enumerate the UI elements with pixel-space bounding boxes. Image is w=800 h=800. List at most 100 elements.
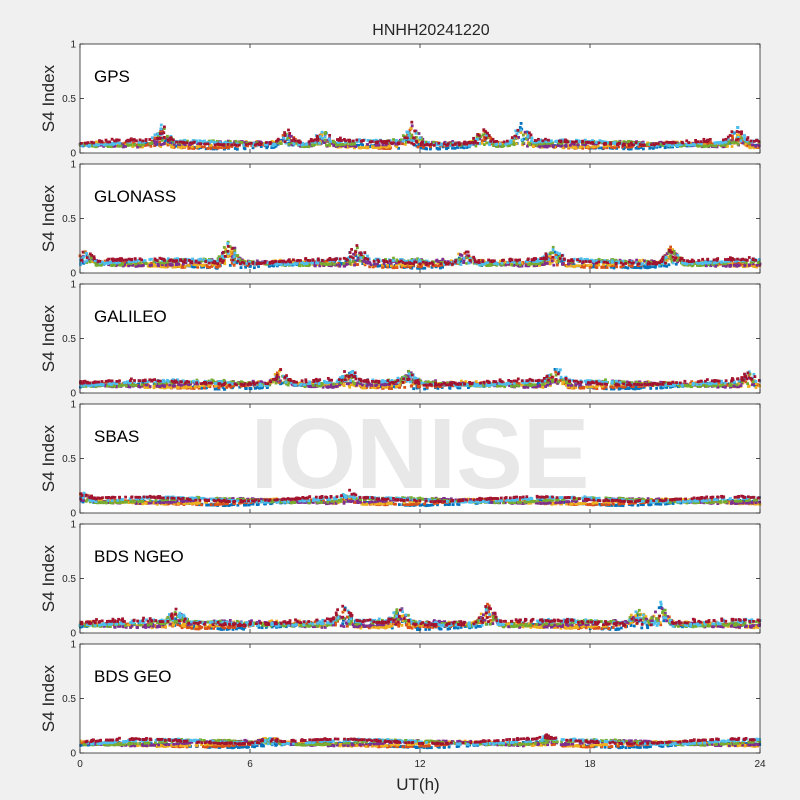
data-point bbox=[638, 259, 641, 262]
data-point bbox=[481, 259, 485, 262]
data-point bbox=[160, 139, 164, 142]
data-point bbox=[554, 370, 558, 374]
data-point bbox=[202, 263, 206, 267]
data-point bbox=[602, 146, 606, 150]
data-point bbox=[683, 263, 686, 267]
data-point bbox=[274, 260, 278, 263]
data-point bbox=[614, 261, 618, 265]
data-point bbox=[661, 257, 664, 261]
data-point bbox=[489, 139, 493, 143]
data-point bbox=[163, 125, 166, 129]
data-point bbox=[537, 259, 540, 263]
data-point bbox=[200, 140, 204, 143]
data-point bbox=[532, 140, 535, 144]
data-point bbox=[287, 128, 290, 132]
data-point bbox=[598, 139, 602, 142]
data-point bbox=[744, 260, 747, 264]
data-point bbox=[420, 137, 423, 141]
data-point bbox=[695, 264, 699, 267]
data-point bbox=[594, 260, 597, 263]
data-point bbox=[677, 256, 681, 260]
data-point bbox=[281, 134, 285, 137]
data-point bbox=[239, 266, 243, 269]
data-point bbox=[582, 260, 585, 264]
data-point bbox=[340, 262, 343, 265]
data-point bbox=[597, 263, 601, 267]
data-point bbox=[685, 139, 689, 143]
data-point bbox=[363, 251, 367, 254]
data-point bbox=[667, 263, 671, 267]
data-point bbox=[416, 257, 419, 261]
data-point bbox=[124, 145, 127, 148]
data-point bbox=[473, 141, 476, 144]
data-point bbox=[382, 265, 385, 269]
data-point bbox=[551, 143, 555, 147]
data-point bbox=[194, 139, 198, 143]
data-point bbox=[96, 263, 100, 267]
data-point bbox=[740, 132, 743, 136]
data-point bbox=[342, 261, 346, 265]
data-point bbox=[754, 145, 758, 148]
data-point bbox=[417, 132, 421, 135]
data-point bbox=[446, 143, 449, 147]
data-point bbox=[376, 258, 380, 262]
data-point bbox=[198, 139, 202, 143]
data-point bbox=[384, 145, 387, 148]
data-point bbox=[688, 143, 692, 147]
data-point bbox=[752, 146, 756, 150]
data-point bbox=[284, 262, 288, 266]
data-point bbox=[451, 140, 455, 143]
data-point bbox=[728, 141, 732, 145]
data-point bbox=[545, 141, 549, 145]
data-point bbox=[696, 140, 700, 144]
data-point bbox=[369, 145, 373, 149]
data-point bbox=[93, 261, 97, 264]
data-point bbox=[177, 145, 180, 149]
data-point bbox=[83, 260, 87, 264]
data-point bbox=[508, 259, 512, 263]
data-point bbox=[621, 264, 625, 268]
data-point bbox=[219, 146, 223, 149]
data-point bbox=[166, 134, 169, 138]
data-point bbox=[238, 143, 241, 147]
data-point bbox=[170, 383, 173, 387]
data-point bbox=[551, 248, 555, 251]
data-point bbox=[632, 143, 635, 147]
data-point bbox=[212, 146, 216, 150]
data-point bbox=[445, 262, 448, 266]
data-point bbox=[468, 257, 472, 260]
data-point bbox=[320, 258, 324, 262]
data-point bbox=[561, 262, 565, 265]
data-point bbox=[507, 262, 510, 266]
data-point bbox=[356, 140, 359, 144]
data-point bbox=[265, 143, 269, 146]
data-point bbox=[316, 141, 320, 144]
data-point bbox=[349, 255, 352, 259]
data-point bbox=[690, 260, 694, 263]
data-point bbox=[541, 139, 545, 143]
data-point bbox=[676, 253, 680, 257]
data-point bbox=[103, 262, 106, 265]
data-point bbox=[583, 265, 586, 269]
data-point bbox=[602, 144, 606, 148]
data-point bbox=[157, 264, 160, 268]
data-point bbox=[91, 260, 94, 263]
data-point bbox=[207, 261, 211, 265]
data-point bbox=[556, 139, 559, 143]
data-point bbox=[97, 141, 101, 145]
data-point bbox=[701, 257, 704, 261]
data-point bbox=[335, 143, 338, 147]
data-point bbox=[384, 143, 388, 147]
data-point bbox=[363, 263, 367, 267]
data-point bbox=[724, 258, 727, 261]
data-point bbox=[586, 264, 590, 267]
data-point bbox=[484, 130, 488, 134]
data-point bbox=[197, 146, 200, 150]
data-point bbox=[223, 255, 227, 258]
data-point bbox=[465, 261, 468, 265]
data-point bbox=[133, 257, 137, 260]
data-point bbox=[577, 139, 581, 143]
data-point bbox=[441, 257, 445, 261]
data-point bbox=[279, 263, 283, 266]
data-point bbox=[356, 246, 359, 250]
